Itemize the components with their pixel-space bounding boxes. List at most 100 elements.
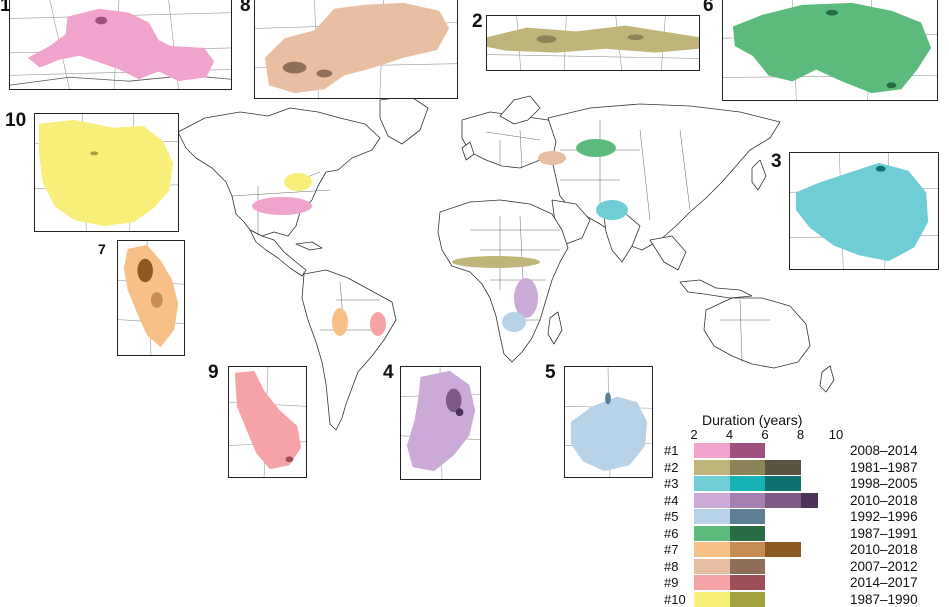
caribbean-outline [295, 241, 323, 251]
legend-row: #2 1981–1987 [660, 459, 949, 475]
inset-8-label: 8 [240, 0, 251, 16]
region1-patch-world [252, 197, 312, 215]
legend-row-years: 2010–2018 [850, 542, 918, 557]
uk-outline [461, 141, 475, 161]
legend-duration-segment [729, 558, 765, 574]
region1-inset-patch [27, 8, 215, 82]
legend-row-id: #6 [664, 525, 679, 541]
legend-row-years: 1987–1991 [850, 525, 918, 541]
legend-duration-segment [694, 443, 730, 458]
inset-9-map [229, 367, 306, 477]
south-america-outline [301, 269, 397, 431]
legend-row-years: 2010–2018 [850, 492, 918, 508]
legend-duration-segment [765, 492, 801, 508]
legend-duration-segment [694, 476, 730, 491]
region5-inset-patch [570, 396, 648, 472]
inset-1-label: 1 [0, 0, 11, 16]
legend-row: #1 2008–2014 [660, 443, 949, 458]
inset-region-6 [722, 0, 938, 101]
legend-row-years: 2008–2014 [850, 443, 918, 458]
region8-patch-world [538, 151, 566, 165]
japan-outline [751, 159, 767, 191]
legend-row-years: 1981–1987 [850, 459, 918, 475]
legend-tick-label: 2 [690, 427, 698, 442]
inset-region-4 [400, 366, 481, 480]
central-america-outline [249, 229, 307, 277]
australia-outline [703, 297, 811, 369]
inset-region-2 [486, 15, 700, 71]
inset-10-map [35, 114, 178, 231]
legend-row-id: #5 [664, 509, 679, 524]
region2-inset-patch [487, 25, 699, 53]
scandinavia-outline [499, 95, 541, 125]
inset-3-map [790, 153, 938, 269]
legend-row: #9 2014–2017 [660, 575, 949, 590]
legend-duration-segment [694, 558, 730, 574]
legend-row-years: 2014–2017 [850, 575, 918, 590]
legend-duration-segment [694, 542, 730, 557]
legend-row: #8 2007–2012 [660, 558, 949, 574]
inset-2-map [487, 16, 699, 70]
legend-duration-segment [729, 476, 765, 491]
inset-6-label: 6 [703, 0, 714, 16]
indonesia-outline [679, 279, 753, 299]
legend-row-years: 1998–2005 [850, 476, 918, 491]
legend-tick-label: 4 [725, 427, 734, 442]
madagascar-outline [547, 311, 563, 345]
inset-region-7 [117, 240, 185, 356]
india-outline [603, 213, 641, 263]
legend-row: #10 1987–1990 [660, 591, 949, 607]
legend-row-id: #4 [664, 492, 679, 508]
new-zealand-outline [819, 365, 835, 393]
region4-inset-patch [406, 370, 476, 472]
inset-6-map [723, 0, 937, 100]
inset-region-8 [254, 0, 458, 99]
inset-3-label: 3 [771, 151, 782, 172]
legend-row: #4 2010–2018 [660, 492, 949, 508]
legend-row: #5 1992–1996 [660, 509, 949, 524]
drought-patches-world [252, 139, 628, 336]
inset-5-label: 5 [545, 362, 556, 383]
inset-4-label: 4 [383, 362, 394, 383]
region10-patch-world [284, 173, 312, 191]
legend-row-years: 1992–1996 [850, 509, 918, 524]
inset-2-label: 2 [472, 11, 483, 32]
legend-tick-label: 6 [761, 427, 769, 442]
inset-region-5 [564, 366, 653, 478]
inset-region-9 [228, 366, 307, 478]
region4-patch-world [514, 278, 538, 318]
legend-duration-segment [694, 575, 730, 590]
region2-patch-world [452, 256, 540, 268]
north-america-outline [177, 107, 381, 237]
legend-duration-segment [729, 542, 765, 557]
greenland-outline [379, 95, 429, 145]
region8-inset-patch [264, 2, 450, 94]
inset-7-map [118, 241, 184, 355]
inset-region-10 [34, 113, 179, 232]
inset-1-map [10, 0, 231, 89]
africa-outline [437, 199, 569, 363]
inset-10-label: 10 [5, 110, 27, 131]
region5-patch-world [502, 312, 526, 332]
legend-duration-segment [765, 459, 801, 475]
region6-inset-patch [732, 2, 932, 94]
legend-tick-label: 8 [796, 427, 805, 442]
legend-row-years: 2007–2012 [850, 558, 918, 574]
legend-row: #6 1987–1991 [660, 525, 949, 541]
legend-duration-segment [729, 459, 765, 475]
legend-row-id: #2 [664, 459, 679, 475]
inset-5-map [565, 367, 652, 477]
inset-8-map [255, 0, 457, 98]
legend-duration-segment [729, 591, 765, 607]
legend-duration-segment [765, 542, 801, 557]
region9-inset-patch [234, 370, 302, 470]
legend-row-id: #8 [664, 558, 679, 574]
inset-9-label: 9 [208, 362, 219, 383]
legend-row-id: #1 [664, 443, 679, 458]
legend-title: Duration (years) [702, 412, 803, 428]
legend-duration-segment [765, 476, 801, 491]
inset-region-1 [9, 0, 232, 90]
legend-duration-segment [729, 575, 765, 590]
